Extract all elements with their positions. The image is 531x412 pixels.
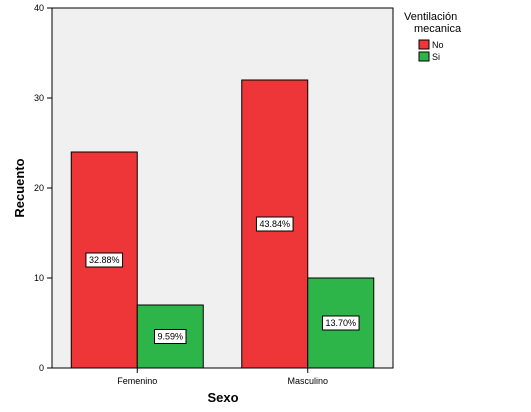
y-tick-label: 10	[34, 273, 44, 283]
legend-title-line1: Ventilación	[404, 11, 457, 23]
legend-swatch-no	[418, 39, 430, 50]
y-tick-label: 20	[34, 183, 44, 193]
data-label-box	[255, 216, 294, 232]
data-label-box	[85, 252, 124, 268]
y-tick-label: 40	[34, 3, 44, 13]
y-tick-label: 30	[34, 93, 44, 103]
legend: Ventilación mecanica No Si	[404, 11, 462, 62]
legend-title-line2: mecanica	[414, 23, 462, 35]
y-axis: 0 10 20 30 40	[34, 3, 52, 373]
x-tick-label-femenino: Femenino	[117, 376, 157, 386]
data-label-box	[321, 315, 360, 331]
y-axis-title: Recuento	[12, 158, 27, 217]
data-label-masculino-si: 13.70%	[325, 318, 356, 328]
data-label-femenino-si: 9.59%	[157, 332, 183, 342]
data-labels: 32.88% 9.59% 43.84% 13.70%	[85, 216, 360, 344]
x-axis-title: Sexo	[207, 390, 238, 405]
data-label-femenino-no: 32.88%	[89, 255, 120, 265]
x-axis: Femenino Masculino	[117, 368, 328, 386]
data-label-box	[154, 329, 187, 344]
data-label-masculino-no: 43.84%	[259, 219, 290, 229]
legend-label-si: Si	[432, 52, 440, 62]
y-tick-label: 0	[39, 363, 44, 373]
x-tick-label-masculino: Masculino	[287, 376, 328, 386]
legend-swatch-si	[418, 51, 430, 62]
legend-label-no: No	[432, 40, 444, 50]
